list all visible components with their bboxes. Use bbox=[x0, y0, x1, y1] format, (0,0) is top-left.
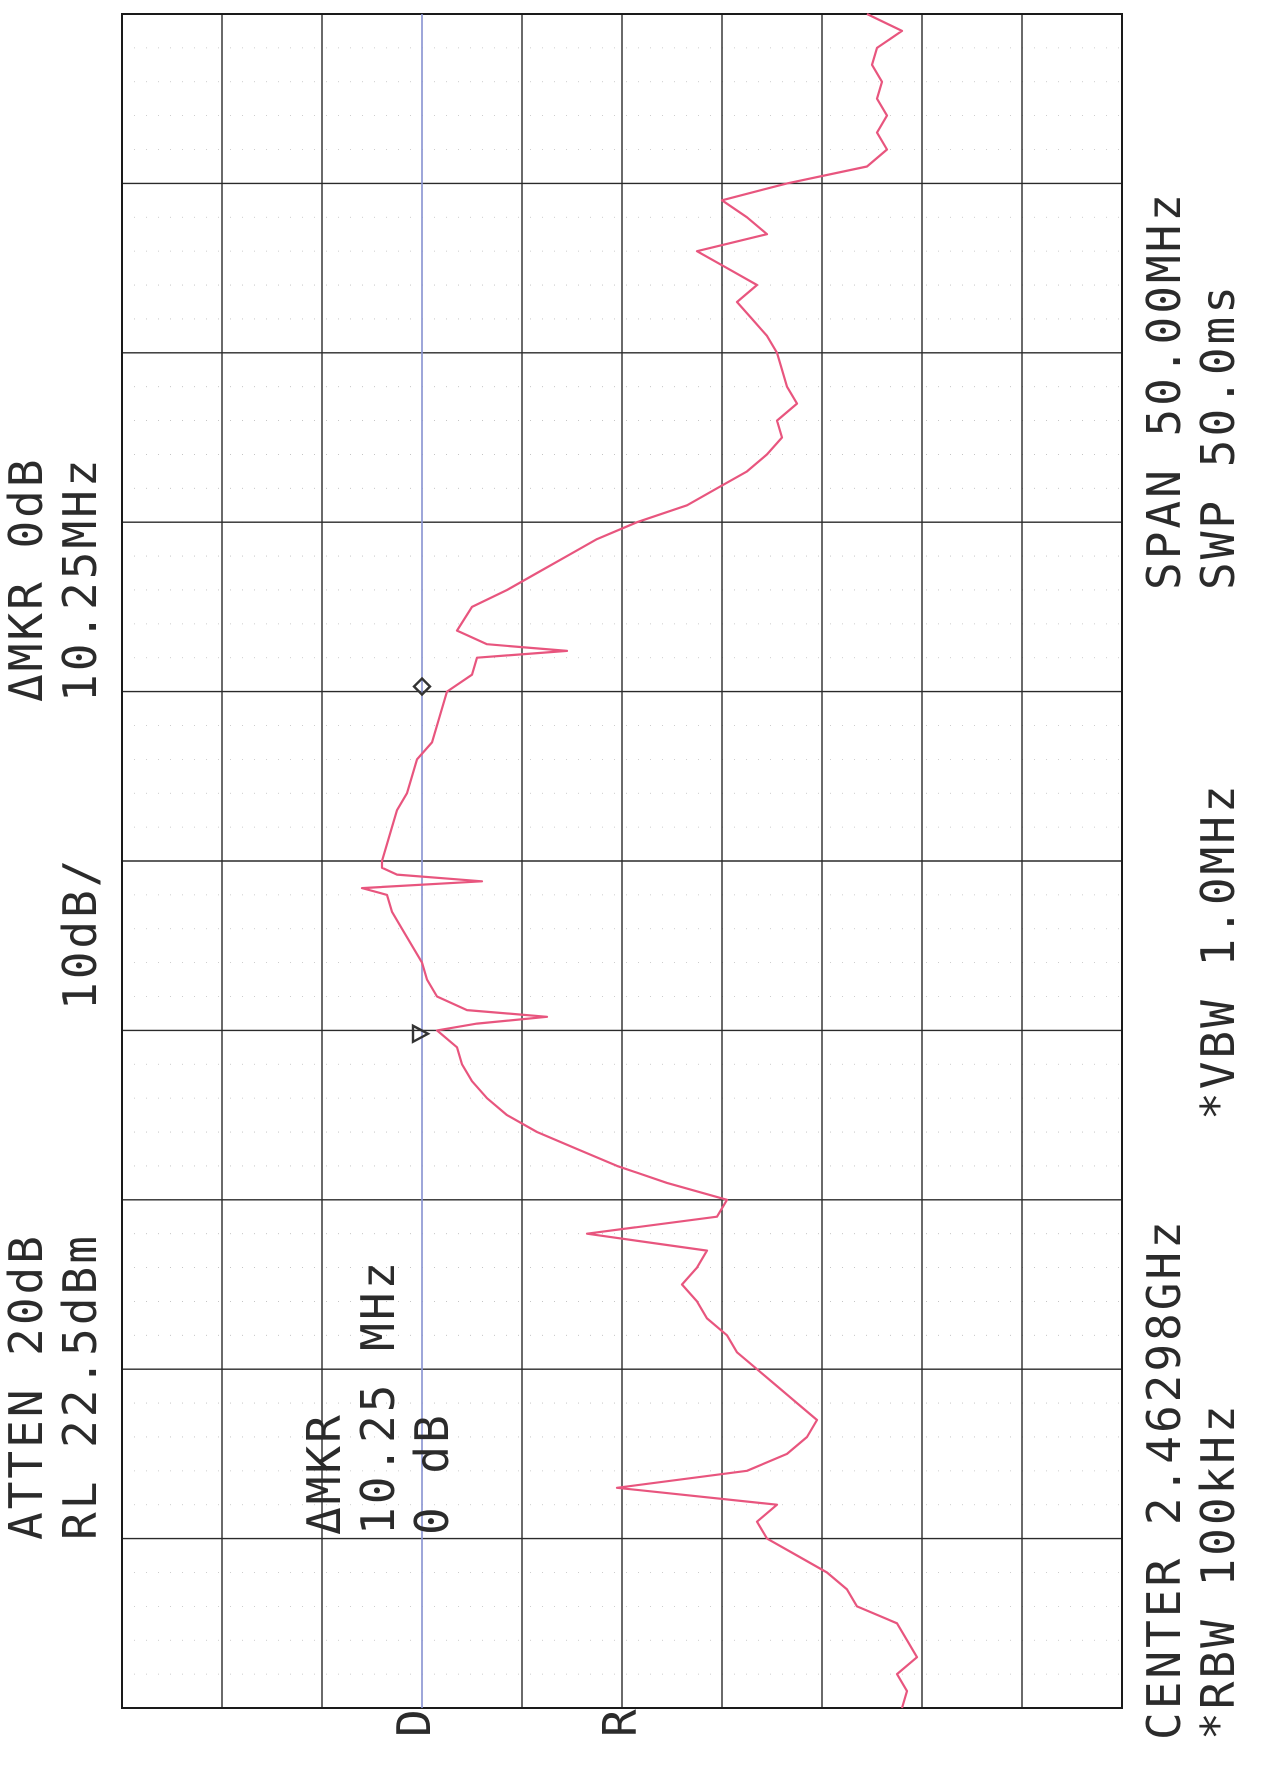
atten-label: ATTEN 20dB bbox=[0, 1233, 53, 1540]
scale-label: 10dB/ bbox=[53, 857, 107, 1010]
spectrum-trace bbox=[360, 13, 919, 1709]
marker-header-label: ΔMKR 0dB bbox=[0, 456, 53, 702]
reference-marker-triangle bbox=[411, 1023, 431, 1044]
sweep-time-label: SWP 50.0ms bbox=[1191, 283, 1245, 590]
vbw-label: *VBW 1.0MHz bbox=[1191, 782, 1245, 1120]
graticule bbox=[121, 13, 1123, 1709]
marker-group bbox=[411, 676, 432, 1044]
ref-level-label: RL 22.5dBm bbox=[53, 1233, 107, 1540]
rbw-label: *RBW 100kHz bbox=[1191, 1402, 1245, 1740]
marker-header-freq: 10.25MHz bbox=[53, 456, 107, 702]
center-frequency-label: CENTER 2.46298GHz bbox=[1137, 1218, 1191, 1740]
delta-marker-annotation-title: ΔMKR bbox=[297, 1412, 351, 1535]
delta-marker-annotation-freq: 10.25 MHz bbox=[351, 1259, 405, 1535]
delta-marker-diamond bbox=[412, 676, 432, 697]
delta-marker-annotation-amp: 0 dB bbox=[405, 1412, 459, 1535]
display-line-mark: D bbox=[387, 1706, 441, 1737]
reference-mark: R bbox=[593, 1706, 647, 1737]
plot-frame bbox=[121, 13, 1123, 1709]
span-label: SPAN 50.00MHz bbox=[1137, 191, 1191, 590]
